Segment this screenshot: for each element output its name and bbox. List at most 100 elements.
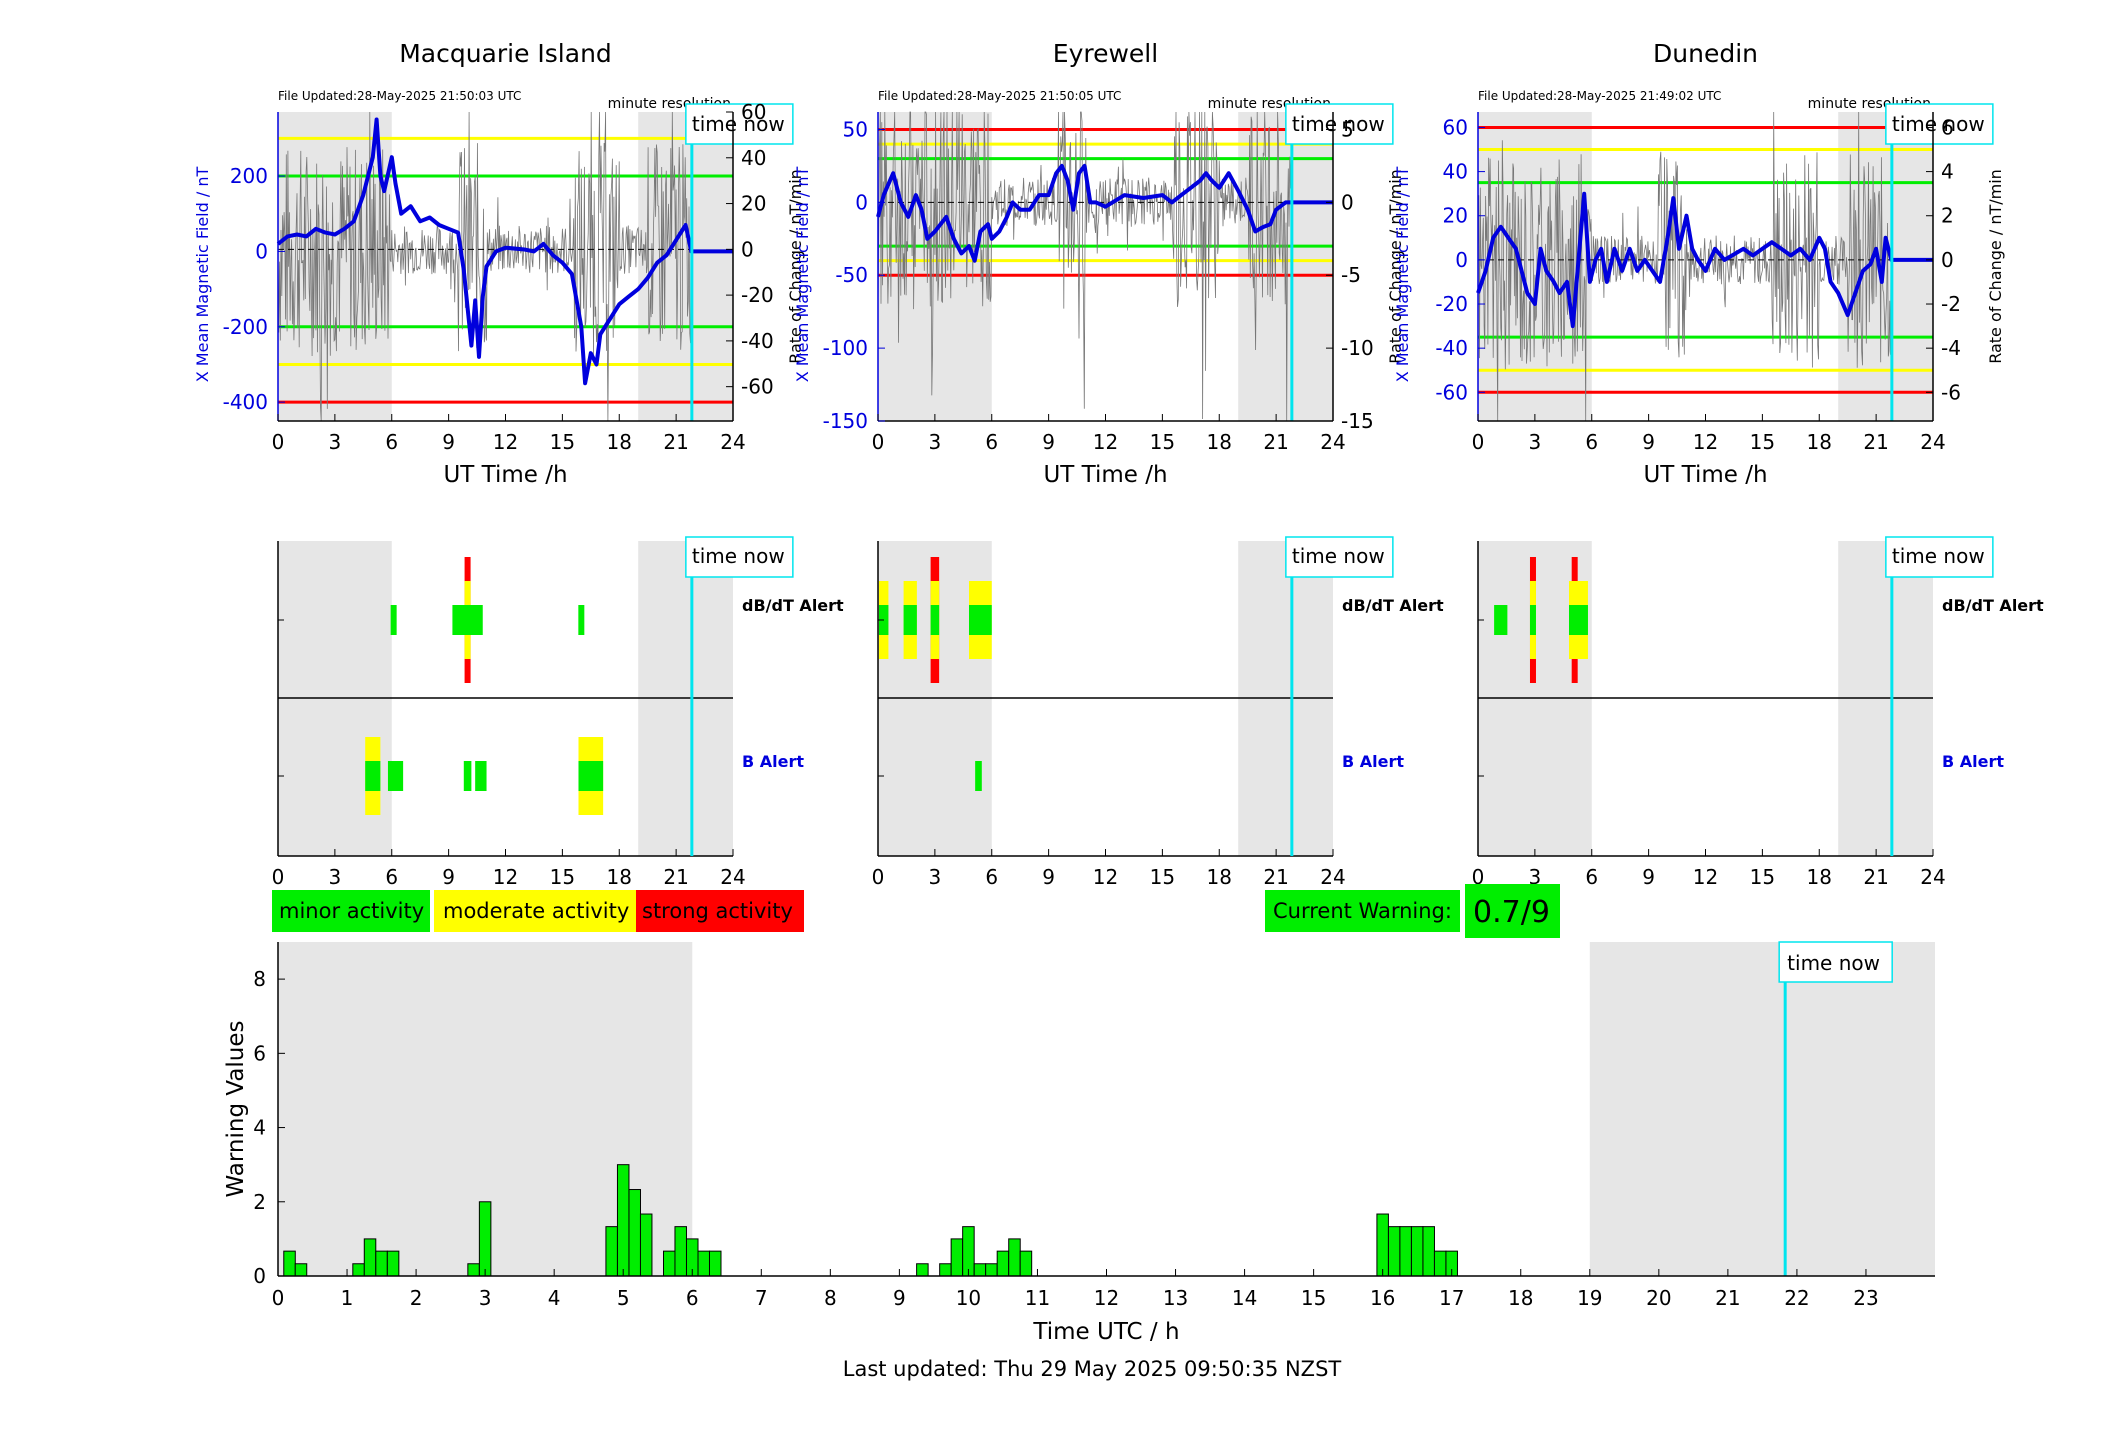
x-tick-label: 3 bbox=[1529, 865, 1542, 889]
x-tick-label: 10 bbox=[956, 1286, 981, 1310]
warning-bar bbox=[1376, 1213, 1389, 1277]
warning-bar bbox=[697, 1250, 711, 1277]
x-tick-label: 17 bbox=[1439, 1286, 1464, 1310]
x-tick-label: 0 bbox=[1472, 865, 1485, 889]
y-tick-label: -50 bbox=[835, 263, 868, 287]
legend-strong-swatch bbox=[636, 890, 804, 932]
dbdt-alert-label: dB/dT Alert bbox=[742, 596, 844, 615]
time-now-box bbox=[1285, 103, 1394, 145]
x-tick-label: 6 bbox=[1585, 865, 1598, 889]
warning-bar bbox=[962, 1226, 975, 1277]
rate-of-change-line bbox=[1477, 111, 1892, 422]
x-tick-label: 7 bbox=[755, 1286, 768, 1310]
magnetic-field-line bbox=[876, 163, 1333, 263]
x-tick-label: 15 bbox=[550, 865, 575, 889]
x-tick-label: 21 bbox=[1863, 430, 1888, 454]
x-tick-label: 24 bbox=[1920, 865, 1945, 889]
warning-bar bbox=[467, 1263, 480, 1277]
y2-tick-label: 6 bbox=[1941, 115, 1954, 139]
y-tick-label: 0 bbox=[855, 190, 868, 214]
time-now-label: time now bbox=[692, 112, 785, 136]
file-updated-text: File Updated:28-May-2025 21:49:02 UTC bbox=[1478, 89, 1721, 103]
file-updated-text: File Updated:28-May-2025 21:50:03 UTC bbox=[278, 89, 521, 103]
magnetic-field-line bbox=[1476, 191, 1933, 329]
x-tick-label: 3 bbox=[479, 1286, 492, 1310]
last-updated-text: Last updated: Thu 29 May 2025 09:50:35 N… bbox=[843, 1357, 1342, 1381]
x-tick-label: 12 bbox=[1693, 865, 1718, 889]
x-tick-label: 24 bbox=[1920, 430, 1945, 454]
x-tick-label: 15 bbox=[1301, 1286, 1326, 1310]
current-warning-value: 0.7/9 bbox=[1473, 895, 1550, 930]
warning-bar bbox=[973, 1263, 987, 1277]
x-tick-label: 18 bbox=[1807, 865, 1832, 889]
y-tick-label: -150 bbox=[823, 409, 868, 433]
warning-bar bbox=[639, 1213, 653, 1277]
warning-bar bbox=[1399, 1226, 1412, 1277]
time-now-label: time now bbox=[1292, 544, 1385, 568]
plot-content: Macquarie Island File Updated:28-May-2025… bbox=[193, 39, 2044, 1345]
y-tick-label: 50 bbox=[843, 117, 868, 141]
dbdt-alert-mark bbox=[1529, 605, 1536, 635]
y2-tick-label: -2 bbox=[1941, 292, 1961, 316]
y2-tick-label: -15 bbox=[1341, 409, 1374, 433]
y2-axis-title: Rate of Change / nT/min bbox=[1386, 169, 1405, 364]
x-tick-label: 12 bbox=[1093, 430, 1118, 454]
y2-tick-label: -5 bbox=[1341, 263, 1361, 287]
warning-bar bbox=[1008, 1238, 1021, 1277]
x-tick-label: 24 bbox=[1320, 430, 1345, 454]
x-tick-label: 21 bbox=[1863, 865, 1888, 889]
x-tick-label: 6 bbox=[686, 1286, 699, 1310]
x-tick-label: 24 bbox=[720, 865, 745, 889]
warning-bar bbox=[1433, 1250, 1447, 1277]
legend-moderate-label: moderate activity bbox=[443, 899, 629, 923]
rate-of-change-line bbox=[277, 111, 692, 422]
time-now-box bbox=[1885, 536, 1994, 578]
legend-moderate-swatch bbox=[434, 890, 636, 932]
x-axis-title: UT Time /h bbox=[1043, 462, 1167, 488]
x-axis-title: Time UTC / h bbox=[1032, 1319, 1179, 1345]
current-warning-label: Current Warning: bbox=[1273, 899, 1452, 923]
y2-tick-label: 20 bbox=[741, 192, 766, 216]
x-tick-label: 15 bbox=[550, 430, 575, 454]
y-tick-label: 20 bbox=[1443, 204, 1468, 228]
y-tick-label: -100 bbox=[823, 336, 868, 360]
warning-bar bbox=[916, 1263, 929, 1277]
dbdt-alert-mark bbox=[903, 605, 917, 635]
current-warning: Current Warning: 0.7/9 bbox=[1265, 884, 1560, 938]
dbdt-alert-mark bbox=[930, 605, 940, 635]
x-tick-label: 21 bbox=[1263, 865, 1288, 889]
warning-bar bbox=[663, 1250, 676, 1277]
x-tick-label: 11 bbox=[1025, 1286, 1050, 1310]
x-tick-label: 3 bbox=[929, 430, 942, 454]
b-alert-mark bbox=[387, 761, 404, 791]
x-tick-label: 13 bbox=[1163, 1286, 1188, 1310]
b-alert-label: B Alert bbox=[742, 752, 804, 771]
night-shade bbox=[1589, 942, 1935, 1276]
time-now-label: time now bbox=[1892, 544, 1985, 568]
x-tick-label: 0 bbox=[272, 1286, 285, 1310]
x-tick-label: 22 bbox=[1784, 1286, 1809, 1310]
file-updated-text: File Updated:28-May-2025 21:50:05 UTC bbox=[878, 89, 1121, 103]
warning-bar bbox=[363, 1238, 377, 1277]
warning-bar bbox=[708, 1250, 722, 1277]
x-tick-label: 18 bbox=[607, 865, 632, 889]
y2-tick-label: 4 bbox=[1941, 160, 1954, 184]
y-tick-label: 6 bbox=[253, 1041, 266, 1065]
y-tick-label: 0 bbox=[253, 1264, 266, 1288]
dbdt-alert-label: dB/dT Alert bbox=[1942, 596, 2044, 615]
y-axis-title: X Mean Magnetic Field / nT bbox=[793, 167, 812, 383]
x-tick-label: 15 bbox=[1150, 430, 1175, 454]
y-tick-label: 0 bbox=[1455, 248, 1468, 272]
warning-bar bbox=[294, 1263, 308, 1277]
y-tick-label: 60 bbox=[1443, 115, 1468, 139]
x-tick-label: 9 bbox=[893, 1286, 906, 1310]
b-alert-label: B Alert bbox=[1342, 752, 1404, 771]
b-alert-mark bbox=[578, 761, 604, 791]
warning-bar bbox=[283, 1250, 296, 1277]
legend-minor-label: minor activity bbox=[279, 899, 424, 923]
time-now-label: time now bbox=[1787, 951, 1880, 975]
warning-bar bbox=[939, 1263, 952, 1277]
y-tick-label: 2 bbox=[253, 1190, 266, 1214]
x-tick-label: 0 bbox=[872, 865, 885, 889]
